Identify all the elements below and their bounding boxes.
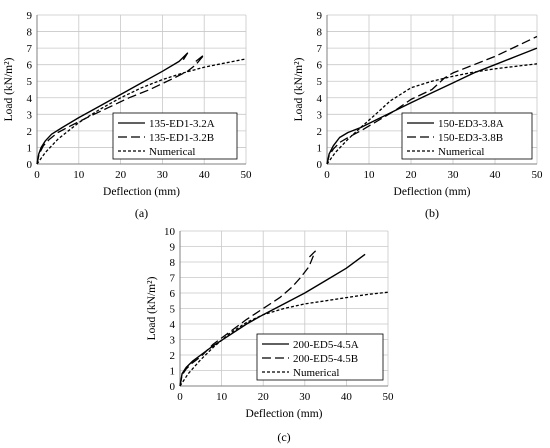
y-tick-label: 3	[170, 335, 176, 347]
x-tick-label: 30	[448, 169, 460, 181]
y-tick-label: 5	[317, 76, 323, 88]
series-line	[179, 250, 316, 387]
series-line	[36, 54, 205, 165]
legend: 200-ED5-4.5A 200-ED5-4.5B Numerical	[256, 333, 384, 381]
legend-label: Numerical	[293, 367, 339, 379]
y-axis-label: Load (kN/m²)	[146, 276, 158, 340]
legend-label: 200-ED5-4.5B	[293, 353, 358, 365]
x-tick-label: 40	[341, 391, 353, 403]
series-line	[179, 253, 366, 387]
legend-label: Numerical	[438, 146, 484, 158]
series-line	[36, 52, 189, 165]
x-tick-label: 50	[241, 169, 253, 181]
y-tick-label: 10	[164, 226, 176, 238]
series-line	[36, 58, 247, 165]
y-tick-label: 1	[27, 142, 33, 154]
y-axis-label: Load (kN/m²)	[3, 57, 15, 121]
y-tick-label: 6	[170, 288, 176, 300]
panel-label: (a)	[135, 206, 148, 220]
x-tick-label: 10	[73, 169, 85, 181]
x-tick-label: 0	[324, 169, 330, 181]
y-tick-label: 4	[170, 319, 176, 331]
y-tick-label: 6	[27, 60, 33, 72]
panel-label: (c)	[277, 430, 290, 444]
y-tick-label: 6	[317, 60, 323, 72]
legend-label: 135-ED1-3.2A	[149, 118, 215, 130]
y-tick-label: 2	[27, 126, 33, 138]
chart-panel-1: 0 10 20 30 40 50 0 1 2 3 4 5 6 7 8 9 Deflection (mm) Load…	[3, 10, 252, 220]
legend: 150-ED3-3.8A 150-ED3-3.8B Numerical	[401, 112, 533, 160]
y-tick-label: 5	[170, 304, 176, 316]
y-tick-label: 0	[27, 159, 33, 171]
x-tick-label: 10	[364, 169, 376, 181]
legend-label: 135-ED1-3.2B	[149, 132, 214, 144]
y-tick-label: 9	[317, 10, 323, 22]
y-axis-label: Load (kN/m²)	[293, 57, 305, 121]
y-tick-label: 4	[317, 93, 323, 105]
x-tick-label: 50	[383, 391, 395, 403]
chart-panel-2: 0 10 20 30 40 50 0 1 2 3 4 5 6 7 8 9 Deflection (mm) Load…	[293, 10, 543, 220]
legend-label: 200-ED5-4.5A	[293, 339, 359, 351]
y-tick-label: 1	[317, 142, 323, 154]
x-tick-label: 40	[199, 169, 211, 181]
y-tick-label: 8	[317, 27, 323, 39]
y-tick-label: 7	[170, 273, 176, 285]
x-tick-label: 0	[177, 391, 183, 403]
chart-panel-3: 0 10 20 30 40 50 0 1 2 3 4 5 6 7 8 9 10 Deflection (mm) Lo…	[146, 226, 394, 444]
x-axis-label: Deflection (mm)	[103, 186, 180, 198]
x-tick-label: 10	[216, 391, 228, 403]
x-tick-label: 50	[532, 169, 544, 181]
x-tick-label: 30	[157, 169, 169, 181]
series-line	[326, 63, 538, 165]
y-tick-label: 2	[317, 126, 323, 138]
y-tick-label: 2	[170, 350, 176, 362]
x-tick-label: 20	[258, 391, 270, 403]
y-tick-label: 0	[317, 159, 323, 171]
y-tick-label: 7	[27, 43, 33, 55]
y-tick-label: 0	[170, 381, 176, 393]
x-tick-label: 0	[34, 169, 40, 181]
legend: 135-ED1-3.2A 135-ED1-3.2B Numerical	[112, 112, 238, 160]
legend-label: Numerical	[149, 146, 195, 158]
y-tick-label: 5	[27, 76, 33, 88]
series-line	[326, 47, 538, 165]
y-tick-label: 8	[170, 257, 176, 269]
series-line	[179, 291, 389, 387]
x-axis-label: Deflection (mm)	[394, 186, 471, 198]
x-tick-label: 40	[490, 169, 502, 181]
x-tick-label: 20	[406, 169, 418, 181]
legend-label: 150-ED3-3.8B	[438, 132, 503, 144]
y-tick-label: 3	[317, 109, 323, 121]
y-tick-label: 1	[170, 366, 176, 378]
y-tick-label: 8	[27, 27, 33, 39]
series-line	[326, 35, 538, 165]
x-tick-label: 20	[115, 169, 127, 181]
y-tick-label: 9	[170, 242, 176, 254]
y-tick-label: 3	[27, 109, 33, 121]
y-tick-label: 9	[27, 10, 33, 22]
x-tick-label: 30	[299, 391, 311, 403]
legend-label: 150-ED3-3.8A	[438, 118, 504, 130]
x-axis-label: Deflection (mm)	[246, 408, 323, 420]
panel-label: (b)	[425, 206, 439, 220]
y-tick-label: 7	[317, 43, 323, 55]
y-tick-label: 4	[27, 93, 33, 105]
